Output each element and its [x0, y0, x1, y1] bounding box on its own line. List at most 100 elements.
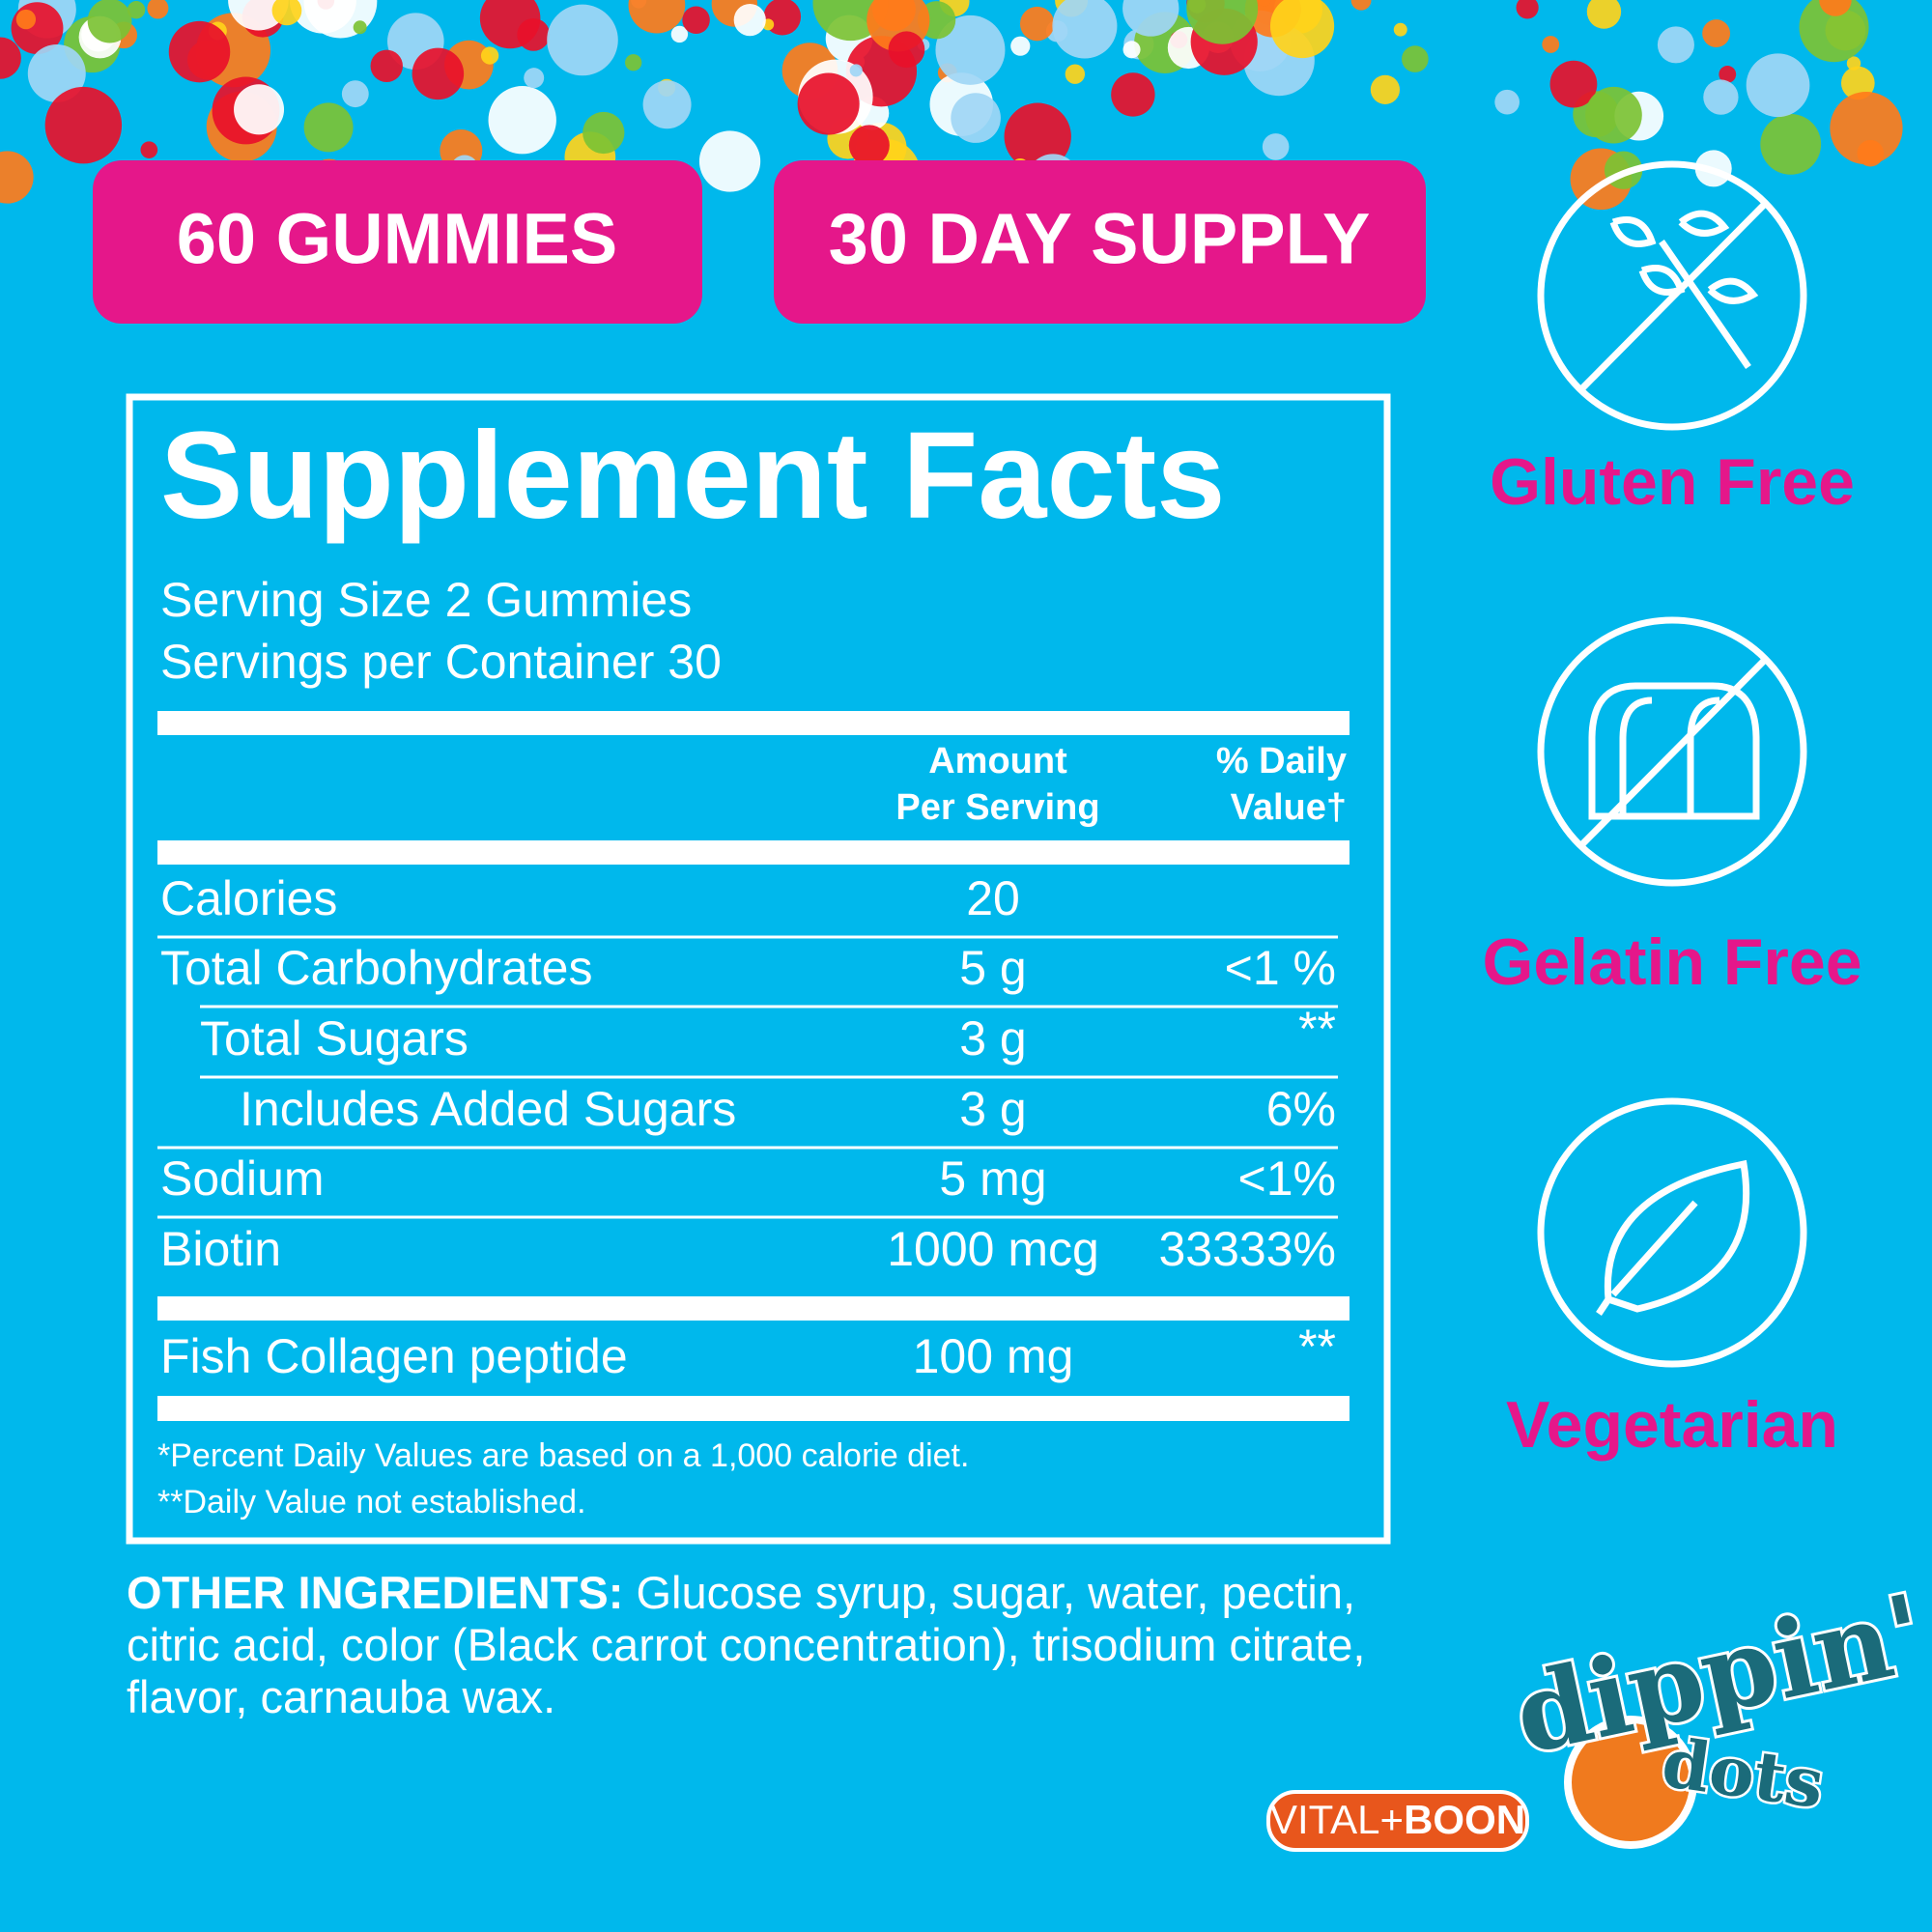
bubble: [0, 37, 21, 79]
icon-label: Vegetarian: [1506, 1388, 1838, 1462]
row-amount: 5 g: [959, 941, 1027, 995]
row-amount: 3 g: [959, 1011, 1027, 1065]
row-daily-value: **: [1298, 1002, 1336, 1056]
maker-logo-part: VITAL+: [1270, 1797, 1404, 1842]
row-name: Calories: [160, 871, 337, 925]
bubble: [1402, 45, 1429, 72]
bubble: [1393, 22, 1407, 37]
row-name: Total Carbohydrates: [160, 941, 592, 995]
bubble: [1122, 0, 1179, 37]
bubble: [625, 54, 642, 71]
ingredients: OTHER INGREDIENTS: Glucose syrup, sugar,…: [127, 1567, 1411, 1723]
bubble: [1052, 0, 1118, 59]
bubble: [1262, 133, 1290, 160]
icon-gummy: [1588, 682, 1760, 820]
header-dv: % Daily: [1216, 741, 1347, 781]
bubble: [628, 0, 686, 34]
header-dv: Value†: [1231, 787, 1347, 828]
footnote: **Daily Value not established.: [157, 1484, 586, 1520]
bubble: [234, 84, 285, 135]
badge-text: 30 DAY SUPPLY: [829, 199, 1371, 279]
bubble: [1857, 139, 1885, 167]
bubble: [1585, 86, 1642, 144]
bubble: [87, 0, 132, 43]
row-name: Total Sugars: [200, 1011, 469, 1065]
row-name: Sodium: [160, 1151, 325, 1206]
bubble: [935, 14, 1006, 85]
footnote: *Percent Daily Values are based on a 1,0…: [157, 1437, 969, 1474]
bubble: [0, 151, 34, 204]
icon-circle: [1537, 160, 1807, 431]
bubble: [1746, 53, 1810, 118]
row-daily-value: **: [1298, 1320, 1336, 1374]
thick-rule: [157, 1396, 1350, 1421]
facts-title: Supplement Facts: [160, 407, 1225, 545]
thick-rule: [157, 711, 1350, 735]
bubble: [1719, 66, 1737, 83]
bubble: [582, 111, 625, 155]
icon-label: Gluten Free: [1490, 445, 1855, 519]
icon-label: Gelatin Free: [1482, 925, 1861, 999]
bubble: [127, 1, 146, 19]
ingredients-label: OTHER INGREDIENTS:: [127, 1567, 624, 1618]
bubble: [353, 20, 367, 35]
bubble: [147, 0, 169, 19]
icon-slash: [1577, 200, 1769, 393]
bubble: [370, 49, 403, 83]
row-amount: 3 g: [959, 1082, 1027, 1136]
bubble: [1010, 36, 1031, 56]
ingredients-text: Glucose syrup, sugar, water, pectin, cit…: [127, 1567, 1366, 1722]
bubble: [670, 25, 689, 43]
bubble: [1350, 0, 1372, 11]
bubble: [642, 80, 692, 129]
bubble: [733, 4, 766, 37]
bubble: [848, 125, 890, 166]
bubble: [1122, 41, 1141, 59]
header-amount: Per Serving: [895, 787, 1099, 828]
bubble: [1760, 113, 1822, 175]
bubble: [1065, 64, 1086, 84]
facts-panel: [126, 393, 1391, 1545]
maker-logo-part: BOON: [1404, 1797, 1525, 1842]
icon-leaf: [1596, 1159, 1750, 1316]
bubble: [168, 20, 231, 83]
bubble: [797, 72, 860, 135]
bubble: [1819, 0, 1852, 16]
row-daily-value: <1%: [1238, 1151, 1336, 1206]
bubble: [140, 141, 158, 158]
thick-rule: [157, 840, 1350, 865]
bubble: [682, 6, 710, 35]
serving-size: Serving Size 2 Gummies: [160, 573, 692, 627]
bubble: [15, 9, 37, 30]
row-name: Fish Collagen peptide: [160, 1329, 628, 1383]
bubble: [698, 130, 761, 192]
bubble: [1258, 0, 1271, 7]
bubble: [1586, 0, 1622, 29]
facts-rows: Calories 20 Total Carbohydrates 5 g <1 % Tota…: [157, 871, 1338, 1383]
maker-logo: VITAL+BOON: [1270, 1797, 1525, 1842]
row-daily-value: <1 %: [1225, 941, 1336, 995]
row-daily-value: 6%: [1266, 1082, 1336, 1136]
bubble: [1019, 6, 1055, 42]
bubble: [1830, 91, 1903, 165]
row-amount: 5 mg: [939, 1151, 1046, 1206]
bubble: [888, 31, 925, 69]
bubble: [951, 93, 1001, 143]
row-name: Includes Added Sugars: [240, 1082, 736, 1136]
header-amount: Amount: [928, 741, 1067, 781]
bubble: [1542, 36, 1560, 53]
row-daily-value: 33333%: [1159, 1222, 1337, 1276]
bubble: [849, 64, 863, 77]
bubble: [1702, 19, 1731, 47]
bubble: [1840, 66, 1875, 100]
thick-rule: [157, 1296, 1350, 1321]
badge: [93, 160, 702, 324]
badge-text: 60 GUMMIES: [177, 199, 617, 279]
bubble: [524, 68, 545, 89]
bubble: [1657, 26, 1694, 64]
bubble: [488, 86, 556, 155]
row-amount: 20: [966, 871, 1020, 925]
bubble: [1111, 72, 1155, 117]
